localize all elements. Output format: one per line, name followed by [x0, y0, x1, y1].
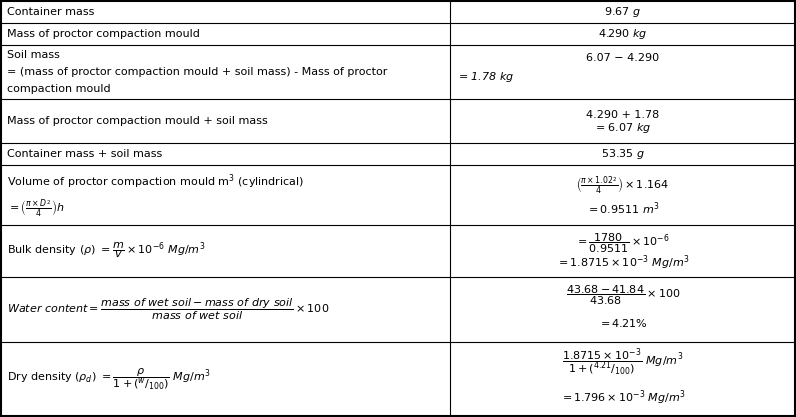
Text: 4.290 + 1.78: 4.290 + 1.78 — [586, 110, 660, 120]
Text: $= 0.9511\ m^3$: $= 0.9511\ m^3$ — [586, 200, 660, 216]
Text: Volume of proctor compaction mould m$^3$ (cylindrical): Volume of proctor compaction mould m$^3$… — [7, 172, 304, 191]
Text: compaction mould: compaction mould — [7, 84, 111, 94]
Text: $= 4.21\%$: $= 4.21\%$ — [598, 317, 648, 329]
Text: = 1.78 $\mathit{kg}$: = 1.78 $\mathit{kg}$ — [458, 70, 515, 84]
Text: Dry density ($\rho_d$) $= \dfrac{\rho}{1+(^w/_{100})}\ Mg/m^3$: Dry density ($\rho_d$) $= \dfrac{\rho}{1… — [7, 366, 211, 392]
Text: $\mathit{Water\ content} = \dfrac{\mathit{mass\ of\ wet\ soil} - \mathit{mass\ o: $\mathit{Water\ content} = \dfrac{\mathi… — [7, 296, 330, 322]
Text: Soil mass: Soil mass — [7, 50, 60, 60]
Text: $= \left(\frac{\pi \times D^2}{4}\right)h$: $= \left(\frac{\pi \times D^2}{4}\right)… — [7, 198, 64, 219]
Text: = (mass of proctor compaction mould + soil mass) - Mass of proctor: = (mass of proctor compaction mould + so… — [7, 67, 388, 77]
Text: Container mass + soil mass: Container mass + soil mass — [7, 149, 162, 159]
Text: 53.35 $\mathit{g}$: 53.35 $\mathit{g}$ — [601, 147, 645, 161]
Text: $= 1.8715 \times 10^{-3}\ Mg/m^3$: $= 1.8715 \times 10^{-3}\ Mg/m^3$ — [556, 253, 689, 271]
Text: 6.07 − 4.290: 6.07 − 4.290 — [587, 53, 659, 63]
Text: Mass of proctor compaction mould + soil mass: Mass of proctor compaction mould + soil … — [7, 116, 267, 126]
Text: $= \dfrac{1780}{0.9511} \times 10^{-6}$: $= \dfrac{1780}{0.9511} \times 10^{-6}$ — [576, 231, 670, 255]
Text: Bulk density ($\rho$) $= \dfrac{m}{v} \times 10^{-6}\ Mg/m^3$: Bulk density ($\rho$) $= \dfrac{m}{v} \t… — [7, 241, 205, 261]
Text: $\dfrac{43.68 - 41.84}{43.68} \times 100$: $\dfrac{43.68 - 41.84}{43.68} \times 100… — [566, 283, 681, 306]
Text: 9.67 $\mathit{g}$: 9.67 $\mathit{g}$ — [604, 5, 642, 19]
Text: = 6.07 $\mathit{kg}$: = 6.07 $\mathit{kg}$ — [595, 121, 651, 135]
Text: 4.290 $\mathit{kg}$: 4.290 $\mathit{kg}$ — [598, 27, 648, 40]
Text: $= 1.796 \times 10^{-3}\ Mg/m^3$: $= 1.796 \times 10^{-3}\ Mg/m^3$ — [560, 388, 686, 407]
Text: $\dfrac{1.8715 \times 10^{-3}}{1 + (^{4.21}/_{100})}\ Mg/m^3$: $\dfrac{1.8715 \times 10^{-3}}{1 + (^{4.… — [562, 347, 684, 378]
Text: Mass of proctor compaction mould: Mass of proctor compaction mould — [7, 29, 200, 39]
Text: Container mass: Container mass — [7, 7, 95, 17]
Text: $\left(\frac{\pi \times 1.02^2}{4}\right) \times 1.164$: $\left(\frac{\pi \times 1.02^2}{4}\right… — [576, 176, 669, 196]
